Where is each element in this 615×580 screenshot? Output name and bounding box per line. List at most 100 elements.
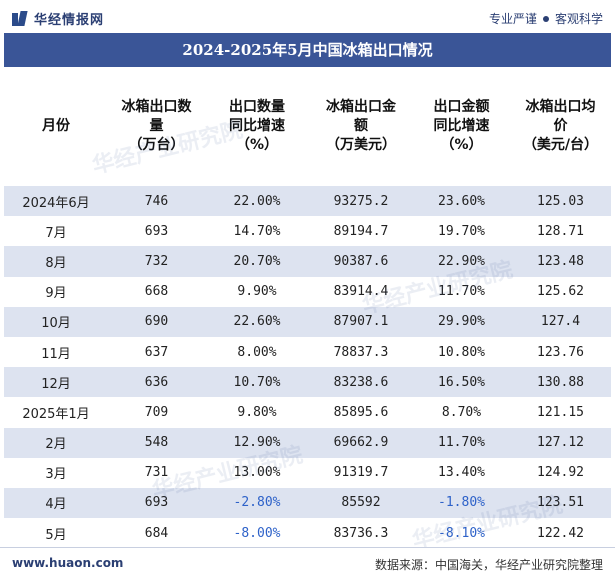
value-cell: -8.00% — [233, 525, 281, 541]
table-row: 4月 693 -2.80% 85592 -1.80% 123.51 — [4, 487, 611, 519]
column-header: 冰箱出口均价 （美元/台） — [510, 67, 611, 186]
value-cell: 10.80% — [438, 344, 485, 360]
export-data-table: 月份 冰箱出口数量 （万台） 出口数量同比增速 （%） 冰箱出口金额 （万美元） 出口金额同比… — [4, 67, 611, 548]
value-cell: 16.50% — [413, 367, 510, 398]
month-cell: 11月 — [41, 346, 71, 362]
column-header-line: 价 — [553, 118, 568, 134]
value-cell: 122.42 — [537, 525, 584, 541]
month-cell: 10月 — [4, 306, 108, 337]
column-header-line: 月份 — [42, 118, 70, 134]
page-title: 2024-2025年5月中国冰箱出口情况 — [4, 33, 611, 67]
month-cell: 9月 — [45, 286, 67, 302]
column-header-line: 同比增速 — [229, 118, 285, 134]
column-header-line: 量 — [149, 118, 164, 134]
value-cell: 29.90% — [413, 306, 510, 337]
table-row: 2024年6月 746 22.00% 93275.2 23.60% 125.03 — [4, 186, 611, 217]
value-cell: 121.15 — [537, 404, 584, 420]
table-row: 3月 731 13.00% 91319.7 13.40% 124.92 — [4, 458, 611, 488]
value-cell: -2.80% — [205, 487, 309, 519]
column-header-line: 出口金额 — [433, 99, 490, 115]
brand-logo[interactable]: 华经情报网 — [12, 9, 104, 28]
month-cell: 4月 — [4, 487, 108, 519]
value-cell: 85592 — [309, 487, 413, 519]
value-cell: 11.70% — [413, 427, 510, 458]
value-cell: 69662.9 — [309, 427, 413, 458]
value-cell: 12.90% — [205, 427, 309, 458]
table-row: 2025年1月 709 9.80% 85895.6 8.70% 121.15 — [4, 397, 611, 427]
month-cell: 5月 — [45, 527, 67, 543]
column-header-line: （%） — [440, 137, 483, 153]
value-cell: 19.70% — [438, 223, 485, 239]
brand-tagline: 专业严谨 客观科学 — [489, 10, 603, 27]
value-cell: 128.71 — [537, 223, 584, 239]
logo-icon — [12, 11, 29, 26]
value-cell: 14.70% — [233, 223, 281, 239]
footer: www.huaon.com 数据来源：中国海关，华经产业研究院整理 — [0, 547, 615, 580]
value-cell: 709 — [144, 404, 169, 420]
month-cell: 12月 — [4, 367, 108, 398]
value-cell: 8.00% — [237, 344, 277, 360]
column-header-line: 额 — [354, 118, 368, 134]
month-cell: 2月 — [4, 427, 108, 458]
column-header: 出口数量同比增速 （%） — [205, 67, 309, 186]
value-cell: 637 — [144, 344, 169, 360]
value-cell: 124.92 — [537, 465, 584, 481]
value-cell: 9.90% — [237, 284, 277, 300]
month-cell: 7月 — [45, 225, 67, 241]
table-row: 12月 636 10.70% 83238.6 16.50% 130.88 — [4, 367, 611, 398]
value-cell: 85895.6 — [333, 404, 389, 420]
value-cell: 636 — [108, 367, 205, 398]
value-cell: 731 — [144, 465, 169, 481]
value-cell: 10.70% — [205, 367, 309, 398]
value-cell: 89194.7 — [333, 223, 389, 239]
table-row: 7月 693 14.70% 89194.7 19.70% 128.71 — [4, 216, 611, 246]
table-row: 9月 668 9.90% 83914.4 11.70% 125.62 — [4, 277, 611, 307]
value-cell: 732 — [108, 246, 205, 277]
value-cell: 548 — [108, 427, 205, 458]
column-header-line: 同比增速 — [433, 118, 490, 134]
value-cell: 130.88 — [510, 367, 611, 398]
value-cell: 123.76 — [537, 344, 584, 360]
value-cell: 23.60% — [413, 186, 510, 217]
month-cell: 2025年1月 — [22, 406, 90, 422]
column-header-line: （%） — [235, 137, 279, 153]
value-cell: 690 — [108, 306, 205, 337]
value-cell: 87907.1 — [309, 306, 413, 337]
column-header-line: （万美元） — [326, 137, 396, 153]
top-header: 华经情报网 专业严谨 客观科学 — [0, 0, 615, 33]
value-cell: 22.90% — [413, 246, 510, 277]
value-cell: 125.03 — [510, 186, 611, 217]
value-cell: 83238.6 — [309, 367, 413, 398]
month-cell: 2024年6月 — [4, 186, 108, 217]
value-cell: 746 — [108, 186, 205, 217]
column-header: 出口金额同比增速 （%） — [413, 67, 510, 186]
month-cell: 8月 — [4, 246, 108, 277]
value-cell: 127.4 — [510, 306, 611, 337]
column-header-line: 出口数量 — [229, 99, 285, 115]
slogan-1: 专业严谨 — [488, 12, 537, 26]
table-row: 8月 732 20.70% 90387.6 22.90% 123.48 — [4, 246, 611, 277]
value-cell: 693 — [108, 487, 205, 519]
table-header-row: 月份 冰箱出口数量 （万台） 出口数量同比增速 （%） 冰箱出口金额 （万美元） 出口金额同比… — [4, 67, 611, 186]
value-cell: 123.48 — [510, 246, 611, 277]
column-header-line: （万台） — [128, 137, 185, 153]
value-cell: 90387.6 — [309, 246, 413, 277]
value-cell: 123.51 — [510, 487, 611, 519]
column-header-line: （美元/台） — [522, 137, 599, 153]
value-cell: -1.80% — [413, 487, 510, 519]
value-cell: 22.60% — [205, 306, 309, 337]
value-cell: -8.10% — [438, 525, 485, 541]
column-header-line: 冰箱出口数 — [121, 99, 192, 115]
column-header: 月份 — [4, 67, 108, 186]
site-link[interactable]: www.huaon.com — [12, 556, 124, 570]
value-cell: 13.40% — [438, 465, 485, 481]
column-header-line: 冰箱出口金 — [326, 99, 396, 115]
value-cell: 20.70% — [205, 246, 309, 277]
value-cell: 693 — [144, 223, 169, 239]
table-row: 11月 637 8.00% 78837.3 10.80% 123.76 — [4, 337, 611, 367]
value-cell: 13.00% — [233, 465, 281, 481]
data-source-note: 数据来源：中国海关，华经产业研究院整理 — [374, 558, 603, 572]
month-cell: 3月 — [45, 467, 67, 483]
column-header: 冰箱出口金额 （万美元） — [309, 67, 413, 186]
value-cell: 127.12 — [510, 427, 611, 458]
